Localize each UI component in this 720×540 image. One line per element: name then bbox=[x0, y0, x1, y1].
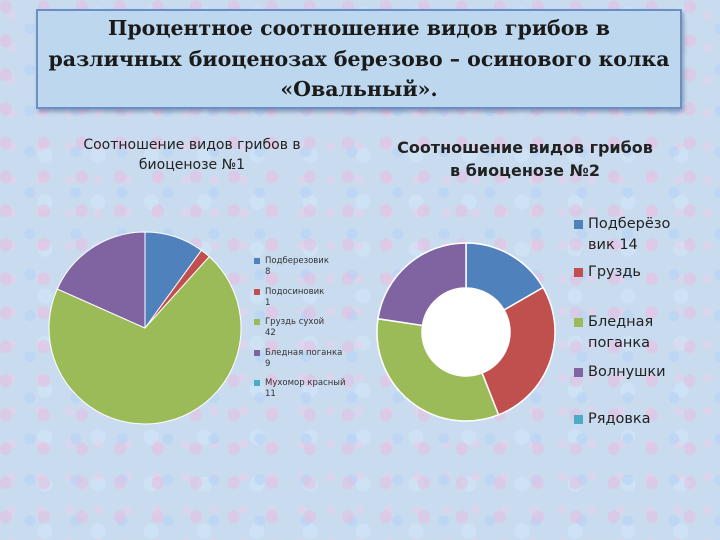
chart2-legend-item: Подберёзо вик 14 bbox=[574, 214, 670, 256]
legend-swatch bbox=[254, 380, 260, 386]
slide-title: Процентное соотношение видов грибов в ра… bbox=[48, 15, 670, 102]
chart1-legend-item: Подосиновик 1 bbox=[254, 287, 324, 309]
legend-swatch bbox=[574, 415, 583, 424]
legend-label: Волнушки bbox=[588, 364, 666, 380]
doughnut-chart-2 bbox=[376, 242, 556, 422]
legend-label: Подберезовик bbox=[265, 256, 329, 266]
legend-swatch bbox=[254, 258, 260, 264]
chart2-legend-item: Волнушки bbox=[574, 362, 666, 383]
legend-label: Бледная поганка bbox=[588, 314, 654, 351]
chart1-title: Соотношение видов грибов в биоценозе №1 bbox=[83, 137, 301, 174]
chart1-legend-item: Подберезовик 8 bbox=[254, 256, 329, 278]
legend-label: Подберёзо вик 14 bbox=[588, 216, 671, 253]
chart2-legend-item: Груздь bbox=[574, 262, 641, 283]
legend-value: 9 bbox=[265, 358, 271, 369]
legend-value: 1 bbox=[265, 297, 271, 308]
chart1-legend-item: Мухомор красный 11 bbox=[254, 378, 346, 400]
legend-swatch bbox=[574, 368, 583, 377]
legend-label: Рядовка bbox=[588, 411, 651, 427]
legend-swatch bbox=[254, 319, 260, 325]
pie-chart-1 bbox=[48, 231, 242, 425]
chart2-legend-item: Бледная поганка bbox=[574, 312, 653, 354]
slide-title-box: Процентное соотношение видов грибов в ра… bbox=[36, 9, 682, 109]
chart1-legend-item: Груздь сухой 42 bbox=[254, 317, 324, 339]
pie-slice-4 bbox=[56, 231, 146, 329]
legend-swatch bbox=[254, 288, 260, 295]
legend-label: Груздь сухой bbox=[265, 317, 325, 327]
legend-value: 42 bbox=[265, 328, 276, 338]
legend-label: Бледная поганка bbox=[265, 347, 343, 358]
legend-label: Мухомор красный bbox=[265, 378, 346, 388]
legend-value: 8 bbox=[265, 267, 271, 277]
legend-label: Груздь bbox=[588, 264, 641, 280]
legend-label: Подосиновик bbox=[265, 286, 325, 297]
chart2-title: Соотношение видов грибов в биоценозе №2 bbox=[397, 138, 653, 181]
doughnut-hole bbox=[422, 288, 510, 376]
chart2-legend-item: Рядовка bbox=[574, 409, 651, 430]
chart1-legend-item: Бледная поганка 9 bbox=[254, 348, 342, 370]
pie-slice-3 bbox=[48, 255, 242, 425]
legend-value: 11 bbox=[265, 389, 276, 399]
legend-swatch bbox=[574, 268, 583, 277]
legend-swatch bbox=[254, 349, 260, 356]
legend-swatch bbox=[574, 318, 583, 327]
legend-swatch bbox=[574, 220, 583, 229]
